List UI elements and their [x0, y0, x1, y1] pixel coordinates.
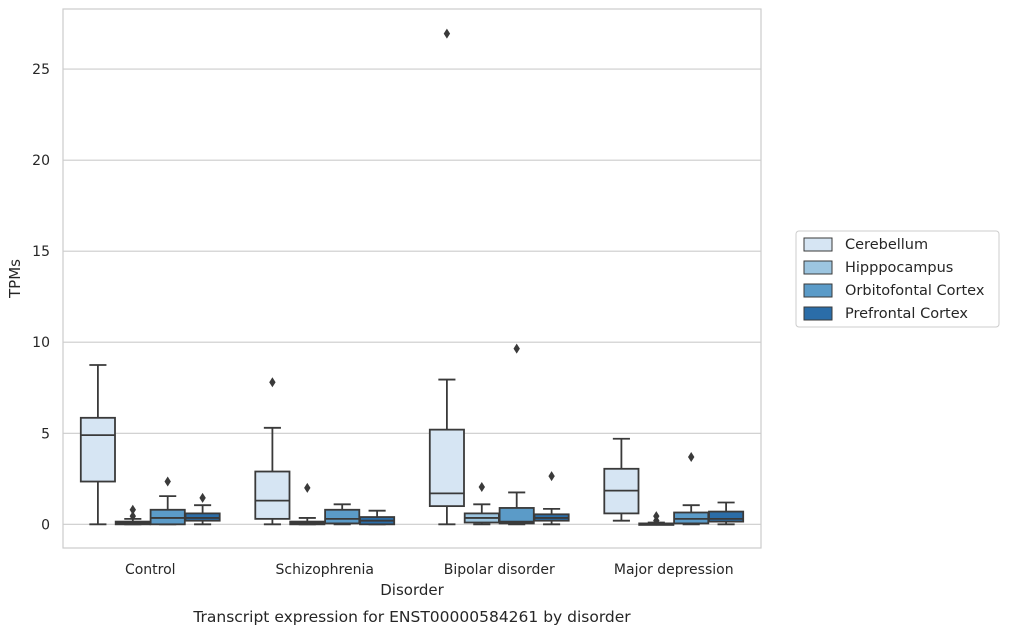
legend: Cerebellum Hipppocampus Orbitofontal Corte… [795, 230, 1000, 328]
box-2-1 [463, 481, 500, 526]
box-0-1 [114, 504, 151, 526]
outlier-marker [513, 343, 520, 354]
outlier-marker [269, 377, 276, 388]
legend-swatch [803, 260, 833, 275]
box-body [673, 511, 710, 525]
outlier-marker [129, 504, 136, 515]
box-body [428, 428, 465, 508]
box-1-0 [254, 377, 291, 526]
chart-caption: Transcript expression for ENST0000058426… [192, 608, 631, 626]
box-1-2 [324, 503, 361, 526]
outlier-marker [443, 28, 451, 39]
outlier-marker [164, 476, 171, 487]
box-0-0 [79, 364, 116, 526]
legend-swatch [803, 283, 833, 298]
box-body [324, 508, 361, 525]
plot-frame [62, 8, 762, 549]
box-3-1 [638, 511, 675, 526]
box-2-2 [498, 343, 535, 526]
x-axis-ticks: Control Schizophrenia Bipolar disorder Majo… [125, 562, 734, 578]
x-tick-label: Schizophrenia [276, 562, 374, 578]
outlier-marker [653, 511, 660, 522]
legend-label: Hipppocampus [845, 260, 953, 276]
y-tick-label: 0 [41, 517, 50, 533]
outlier-marker [688, 451, 695, 462]
x-tick-label: Control [125, 562, 176, 578]
box-plot-area [79, 28, 745, 526]
box-1-3 [359, 509, 396, 526]
outlier-marker [304, 482, 311, 493]
box-2-3 [533, 471, 570, 526]
y-tick-label: 15 [32, 244, 50, 260]
legend-swatch [803, 306, 833, 321]
y-axis-label: TPMs [6, 259, 24, 299]
box-0-2 [149, 476, 186, 526]
box-3-0 [603, 437, 640, 522]
box-body [79, 416, 116, 483]
outlier-marker [548, 471, 555, 482]
box-body [254, 470, 291, 520]
y-axis-ticks: 0 5 10 15 20 25 [32, 62, 50, 533]
box-3-3 [708, 501, 745, 526]
y-tick-label: 20 [32, 153, 50, 169]
x-tick-label: Bipolar disorder [444, 562, 555, 578]
gridlines [63, 68, 761, 525]
box-body [184, 512, 221, 522]
box-1-1 [289, 482, 326, 526]
x-tick-label: Major depression [614, 562, 734, 578]
box-body [149, 508, 186, 526]
legend-frame [795, 230, 1000, 328]
outlier-marker [199, 492, 206, 503]
y-tick-label: 10 [32, 335, 50, 351]
outlier-marker [129, 511, 136, 522]
box-0-3 [184, 492, 221, 526]
legend-label: Orbitofontal Cortex [845, 283, 985, 299]
legend-label: Cerebellum [845, 237, 928, 253]
x-axis-label: Disorder [380, 581, 444, 599]
legend-label: Prefrontal Cortex [845, 306, 968, 322]
y-tick-label: 5 [41, 426, 50, 442]
box-3-2 [673, 451, 710, 526]
legend-swatch [803, 237, 833, 252]
outlier-marker [478, 481, 485, 492]
box-2-0 [428, 28, 465, 526]
box-body [708, 510, 745, 523]
y-tick-label: 25 [32, 62, 50, 78]
